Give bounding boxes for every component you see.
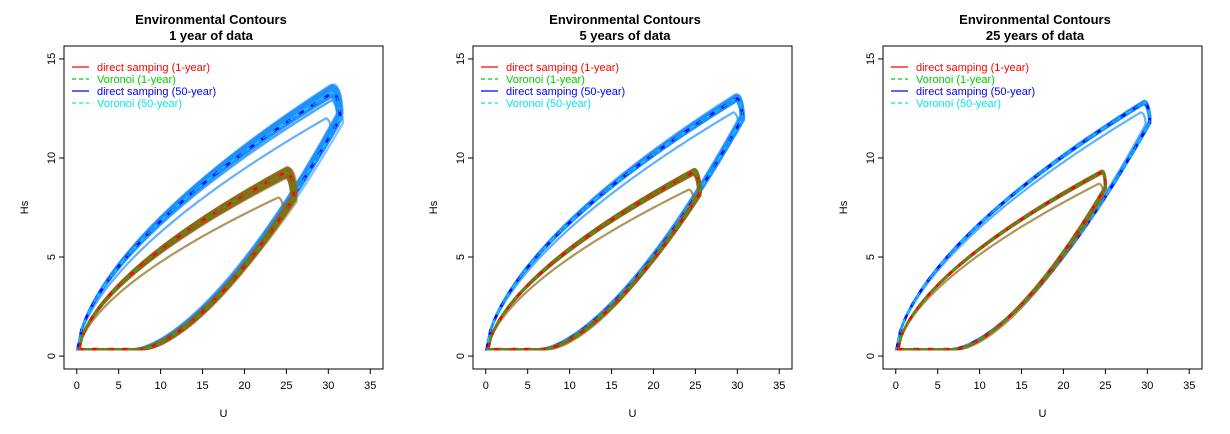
x-tick-label: 5	[525, 380, 531, 392]
chart-subtitle: 5 years of data	[579, 28, 671, 43]
plot-area	[882, 45, 1203, 370]
x-axis-label: U	[220, 408, 228, 420]
legend-entry-label: Voronoi (50-year)	[506, 98, 591, 110]
legend-entry-label: direct samping (50-year)	[506, 86, 625, 98]
y-axis-label: Hs	[428, 200, 440, 214]
y-tick-label: 10	[455, 152, 467, 164]
y-tick-label: 0	[455, 353, 467, 359]
x-tick-label: 30	[1141, 380, 1153, 392]
x-tick-label: 25	[1099, 380, 1111, 392]
contour-1-year-voronoi-line	[897, 171, 1107, 350]
x-tick-label: 0	[483, 380, 489, 392]
legend-entry-label: direct samping (50-year)	[916, 86, 1035, 98]
y-axis-label: Hs	[19, 200, 31, 214]
legend-entry-label: direct samping (1-year)	[506, 62, 619, 74]
contour-data	[76, 83, 344, 351]
x-tick-label: 30	[322, 380, 334, 392]
chart-title: Environmental Contours	[135, 12, 287, 27]
x-tick-label: 5	[116, 380, 122, 392]
chart-title: Environmental Contours	[959, 12, 1111, 27]
legend: direct samping (1-year)Voronoi (1-year)d…	[481, 62, 625, 110]
legend-entry-label: Voronoi (50-year)	[97, 98, 182, 110]
legend-entry-label: direct samping (50-year)	[97, 86, 216, 98]
y-tick-label: 15	[865, 53, 877, 65]
x-tick-label: 5	[935, 380, 941, 392]
chart-subtitle: 1 year of data	[169, 28, 254, 43]
x-tick-label: 25	[280, 380, 292, 392]
chart-title: Environmental Contours	[549, 12, 701, 27]
legend-entry-label: direct samping (1-year)	[916, 62, 1029, 74]
legend: direct samping (1-year)Voronoi (1-year)d…	[891, 62, 1035, 110]
contour-data	[485, 93, 746, 351]
legend-entry-label: Voronoi (1-year)	[506, 74, 585, 86]
legend-entry-label: direct samping (1-year)	[97, 62, 210, 74]
legend-entry-label: Voronoi (50-year)	[916, 98, 1001, 110]
x-tick-label: 20	[1057, 380, 1069, 392]
x-axis-label: U	[629, 408, 637, 420]
y-tick-label: 5	[865, 254, 877, 260]
contour-50-year-direct-sampling-line	[76, 91, 342, 351]
chart-subtitle: 25 years of data	[986, 28, 1085, 43]
legend-entry-label: Voronoi (1-year)	[916, 74, 995, 86]
y-tick-label: 10	[865, 152, 877, 164]
contour-data	[895, 99, 1152, 351]
contour-1-year-inner-contour	[77, 196, 285, 351]
legend-entry-label: Voronoi (1-year)	[97, 74, 176, 86]
y-tick-label: 0	[46, 353, 58, 359]
x-tick-label: 15	[1015, 380, 1027, 392]
x-tick-label: 30	[731, 380, 743, 392]
x-tick-label: 10	[973, 380, 985, 392]
y-tick-label: 10	[46, 152, 58, 164]
x-tick-label: 35	[364, 380, 376, 392]
x-tick-label: 15	[605, 380, 617, 392]
contour-1-year-inner-contour	[486, 188, 695, 351]
x-tick-label: 20	[647, 380, 659, 392]
contour-1-year-voronoi-line	[487, 171, 701, 350]
x-axis-label: U	[1039, 408, 1047, 420]
legend: direct samping (1-year)Voronoi (1-year)d…	[72, 62, 216, 110]
x-tick-label: 35	[1183, 380, 1195, 392]
x-tick-label: 10	[563, 380, 575, 392]
x-tick-label: 0	[74, 380, 80, 392]
x-tick-label: 10	[154, 380, 166, 392]
y-axis-label: Hs	[838, 200, 850, 214]
contour-1-year-inner-contour	[896, 182, 1105, 351]
x-tick-label: 25	[689, 380, 701, 392]
x-tick-label: 20	[238, 380, 250, 392]
y-tick-label: 15	[46, 53, 58, 65]
y-tick-label: 5	[46, 254, 58, 260]
x-tick-label: 35	[773, 380, 785, 392]
x-tick-label: 15	[196, 380, 208, 392]
y-tick-label: 0	[865, 353, 877, 359]
y-tick-label: 5	[455, 254, 467, 260]
contour-1-year-voronoi-line	[78, 171, 295, 350]
x-tick-label: 0	[893, 380, 899, 392]
contour-50-year-voronoi-line	[76, 91, 341, 350]
y-tick-label: 15	[455, 53, 467, 65]
